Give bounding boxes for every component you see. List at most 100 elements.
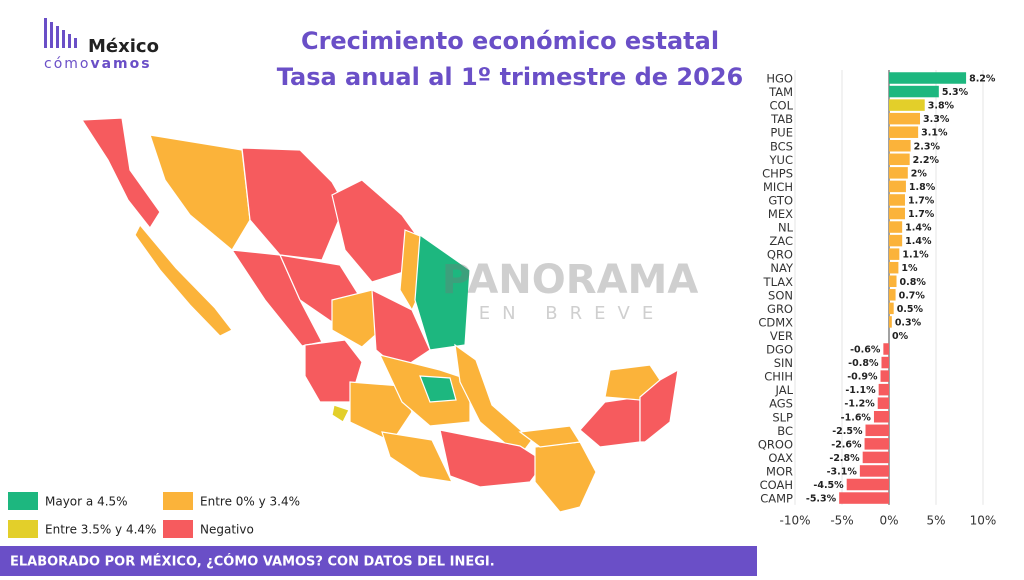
bar bbox=[883, 343, 889, 355]
category-label: NAY bbox=[770, 261, 794, 275]
value-label: -2.5% bbox=[832, 426, 863, 437]
category-label: SON bbox=[768, 288, 793, 302]
category-label: SLP bbox=[772, 410, 793, 424]
logo-tagline: cómovamos bbox=[44, 56, 152, 72]
value-label: 8.2% bbox=[969, 74, 996, 85]
category-label: QROO bbox=[758, 437, 793, 451]
legend-label: Negativo bbox=[200, 523, 254, 537]
bar bbox=[889, 180, 906, 193]
category-label: CDMX bbox=[758, 315, 793, 329]
state-shape bbox=[579, 396, 641, 448]
bar bbox=[862, 451, 889, 464]
logo-tagline-2: vamos bbox=[90, 56, 151, 72]
value-label: 0% bbox=[892, 331, 909, 342]
bar bbox=[881, 356, 889, 369]
value-label: -3.1% bbox=[827, 466, 858, 477]
bar bbox=[889, 316, 892, 328]
bar bbox=[877, 397, 889, 409]
category-label: GRO bbox=[767, 302, 793, 316]
legend-swatch bbox=[163, 492, 193, 510]
legend-label: Entre 0% y 3.4% bbox=[200, 495, 300, 509]
category-label: BC bbox=[777, 424, 793, 438]
bar bbox=[889, 289, 896, 301]
category-label: YUC bbox=[769, 153, 793, 167]
bar bbox=[889, 85, 939, 98]
state-shape bbox=[639, 368, 679, 443]
x-tick-label: 10% bbox=[970, 514, 997, 528]
value-label: -0.8% bbox=[848, 358, 879, 369]
logo: México cómovamos bbox=[44, 18, 159, 72]
bar bbox=[889, 112, 921, 125]
state-shape bbox=[454, 343, 533, 457]
value-label: 1.1% bbox=[902, 250, 929, 261]
value-label: 1.4% bbox=[905, 223, 932, 234]
category-label: BCS bbox=[770, 139, 793, 153]
bar bbox=[873, 411, 889, 423]
map bbox=[80, 117, 679, 513]
category-label: DGO bbox=[766, 343, 793, 357]
category-label: JAL bbox=[775, 383, 794, 397]
legend-label: Entre 3.5% y 4.4% bbox=[45, 523, 156, 537]
bar bbox=[846, 478, 889, 491]
state-shape bbox=[349, 381, 413, 443]
category-label: TLAX bbox=[763, 275, 794, 289]
bar bbox=[889, 275, 897, 287]
value-label: 1% bbox=[901, 263, 918, 274]
bar bbox=[889, 153, 910, 166]
value-label: 1.8% bbox=[909, 182, 936, 193]
value-label: -2.8% bbox=[829, 453, 860, 464]
state-shape bbox=[439, 429, 546, 488]
category-label: QRO bbox=[767, 248, 793, 262]
bar bbox=[839, 492, 889, 504]
value-label: 1.7% bbox=[908, 209, 935, 220]
footer-bar bbox=[0, 546, 757, 576]
state-shape bbox=[381, 431, 454, 483]
x-tick-label: -10% bbox=[779, 514, 810, 528]
category-label: MEX bbox=[768, 207, 793, 221]
bar bbox=[878, 383, 889, 396]
category-label: MOR bbox=[766, 464, 793, 478]
bar bbox=[880, 370, 889, 382]
watermark: PANORAMA EN BREVE bbox=[442, 257, 699, 324]
value-label: 3.3% bbox=[923, 114, 950, 125]
bar bbox=[889, 207, 905, 220]
category-label: PUE bbox=[770, 126, 793, 140]
category-label: MICH bbox=[763, 180, 793, 194]
value-label: -1.6% bbox=[841, 412, 872, 423]
chart-subtitle: Tasa anual al 1º trimestre de 2026 bbox=[277, 63, 743, 91]
value-label: -1.1% bbox=[845, 385, 876, 396]
footer-text: ELABORADO POR MÉXICO, ¿CÓMO VAMOS? CON D… bbox=[10, 554, 495, 570]
value-label: 0.3% bbox=[895, 317, 922, 328]
value-label: -1.2% bbox=[844, 399, 875, 410]
state-shape bbox=[371, 288, 431, 371]
category-label: HGO bbox=[766, 72, 793, 86]
category-label: SIN bbox=[774, 356, 793, 370]
value-label: 3.1% bbox=[921, 128, 948, 139]
value-label: 1.7% bbox=[908, 195, 935, 206]
category-label: GTO bbox=[768, 193, 793, 207]
x-tick-label: -5% bbox=[830, 514, 853, 528]
bar bbox=[865, 424, 889, 437]
value-label: 5.3% bbox=[942, 87, 969, 98]
logo-name: México bbox=[88, 36, 159, 57]
value-label: -0.6% bbox=[850, 345, 881, 356]
category-label: AGS bbox=[769, 397, 793, 411]
state-shape bbox=[534, 441, 597, 513]
bar bbox=[889, 248, 900, 260]
state-shape bbox=[414, 233, 471, 351]
state-shape bbox=[149, 134, 251, 251]
legend-swatch bbox=[163, 520, 193, 538]
logo-tagline-1: cómo bbox=[44, 56, 90, 72]
watermark-title: PANORAMA bbox=[442, 257, 699, 303]
bar bbox=[889, 140, 911, 152]
value-label: 2.2% bbox=[913, 155, 940, 166]
bar bbox=[889, 167, 908, 179]
category-label: OAX bbox=[768, 451, 793, 465]
bar bbox=[889, 221, 903, 233]
legend-swatch bbox=[8, 492, 38, 510]
state-shape bbox=[241, 147, 346, 261]
bar bbox=[889, 234, 903, 247]
bar bbox=[889, 261, 899, 274]
